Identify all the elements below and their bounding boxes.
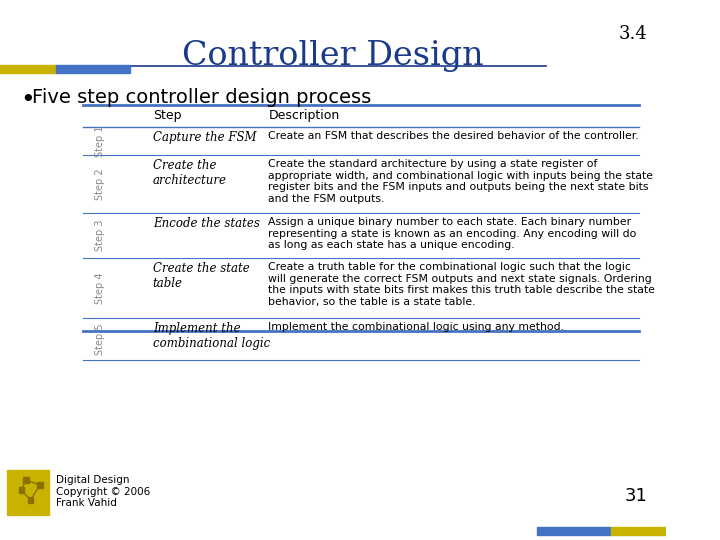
Bar <box>28 497 33 503</box>
Text: Create the
architecture: Create the architecture <box>153 159 227 187</box>
Text: Description: Description <box>269 109 340 122</box>
Text: Create an FSM that describes the desired behavior of the controller.: Create an FSM that describes the desired… <box>269 131 639 141</box>
Text: Step 1: Step 1 <box>95 125 105 157</box>
Text: •: • <box>20 88 35 112</box>
Bar <box>23 477 29 483</box>
Bar <box>37 482 42 488</box>
Text: Step 3: Step 3 <box>95 220 105 251</box>
Text: Step 4: Step 4 <box>95 272 105 303</box>
Text: Step 5: Step 5 <box>95 323 105 355</box>
Text: Implement the combinational logic using any method.: Implement the combinational logic using … <box>269 322 564 332</box>
Text: Step: Step <box>153 109 181 122</box>
Text: 3.4: 3.4 <box>619 25 648 43</box>
Text: Create the standard architecture by using a state register of
appropriate width,: Create the standard architecture by usin… <box>269 159 654 204</box>
Bar <box>7 470 49 515</box>
Bar <box>537 527 611 535</box>
Text: Create a truth table for the combinational logic such that the logic
will genera: Create a truth table for the combination… <box>269 262 655 307</box>
Text: Digital Design
Copyright © 2006
Frank Vahid: Digital Design Copyright © 2006 Frank Va… <box>55 475 150 508</box>
Text: Step 2: Step 2 <box>95 168 105 200</box>
Bar <box>55 65 130 73</box>
Text: Five step controller design process: Five step controller design process <box>32 88 372 107</box>
Text: Create the state
table: Create the state table <box>153 262 249 290</box>
Text: Assign a unique binary number to each state. Each binary number
representing a s: Assign a unique binary number to each st… <box>269 217 636 250</box>
Bar <box>0 65 55 73</box>
Bar <box>19 487 24 493</box>
Text: 31: 31 <box>625 487 648 505</box>
Bar <box>611 527 667 535</box>
Text: Encode the states: Encode the states <box>153 217 260 230</box>
Text: Controller Design: Controller Design <box>182 40 484 72</box>
Text: Implement the
combinational logic: Implement the combinational logic <box>153 322 270 350</box>
Text: Capture the FSM: Capture the FSM <box>153 131 256 144</box>
